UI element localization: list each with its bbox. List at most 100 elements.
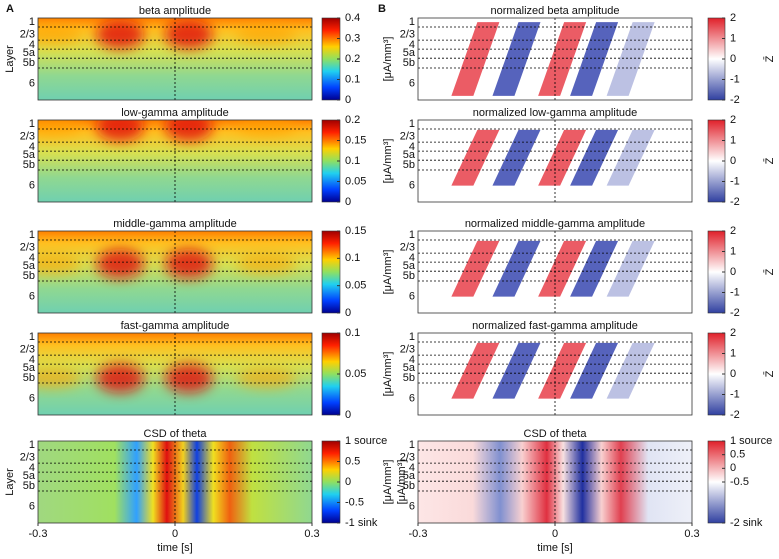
hot-spot (236, 24, 297, 45)
panel-title: normalized fast-gamma amplitude (472, 320, 638, 332)
colorbar-tick-label: 1 (730, 32, 736, 44)
layer-label: 5b (403, 480, 415, 492)
hot-spot (164, 19, 213, 50)
layer-label: 5a (403, 362, 416, 374)
layer-label: 5b (23, 480, 35, 492)
blob (606, 240, 655, 297)
heatmap (38, 333, 312, 415)
layer-label: 6 (29, 180, 35, 192)
layer-label: 1 (409, 229, 415, 241)
colorbar-tick-label: 0.5 (345, 455, 360, 467)
colorbar-tick-label: 0 (345, 409, 351, 421)
colorbar-tick-label: 0.3 (345, 32, 360, 44)
colorbar-label: Z̄ (763, 157, 776, 164)
hot-spot (236, 120, 297, 137)
layer-label: 5a (23, 260, 36, 272)
layer-label: 1 (409, 331, 415, 343)
x-axis-label: time [s] (537, 542, 572, 554)
layer-label: 6 (409, 393, 415, 405)
blob (451, 342, 500, 399)
plot-frame (417, 230, 693, 314)
hot-spot (164, 249, 213, 279)
x-tick-label: -0.3 (29, 528, 48, 540)
colorbar-tick-label: -0.5 (345, 496, 364, 508)
colorbar-tick-label: 0.1 (345, 155, 360, 167)
layer-label: 5b (23, 372, 35, 384)
layer-label: 5a (403, 47, 416, 59)
colorbar-tick-label: -2 (730, 307, 740, 319)
layer-label: 2/3 (400, 343, 415, 355)
colorbar-tick-label: 0.1 (345, 327, 360, 339)
plot-frame (417, 332, 693, 416)
colorbar-tick-label: 1 (730, 245, 736, 257)
y-axis-label: [μA/mm³] (382, 460, 394, 505)
layer-label: 5a (23, 470, 36, 482)
colorbar-tick-label: 0 (345, 94, 351, 106)
blob (538, 240, 587, 297)
colorbar-tick-label: 0.15 (345, 134, 366, 146)
panel-title: middle-gamma amplitude (113, 218, 237, 230)
hot-spot (96, 120, 145, 142)
blob (492, 342, 541, 399)
blob (492, 240, 541, 297)
colorbar-tick-label: 0.4 (345, 12, 360, 24)
layer-label: 2/3 (400, 451, 415, 463)
blob (570, 22, 619, 96)
layer-label: 4 (29, 141, 35, 153)
colorbar (321, 230, 341, 314)
layer-label: 1 (409, 439, 415, 451)
layer-label: 5a (403, 260, 416, 272)
hot-spot (164, 363, 213, 393)
layer-label: 1 (29, 439, 35, 451)
layer-label: 2/3 (400, 241, 415, 253)
panel-title: normalized low-gamma amplitude (473, 107, 637, 119)
colorbar-tick-label: -1 (730, 175, 740, 187)
layer-label: 4 (409, 354, 415, 366)
colorbar-tick-label: 0.2 (345, 53, 360, 65)
colorbar-tick-label: 0.1 (345, 252, 360, 264)
colorbar-tick-label: 2 (730, 114, 736, 126)
layer-label: 1 (409, 118, 415, 130)
layer-label: 4 (409, 252, 415, 264)
heatmap (38, 231, 312, 313)
colorbar-tick-label: 0.05 (345, 368, 366, 380)
plot-frame (37, 332, 313, 416)
colorbar-tick-label: -1 sink (345, 517, 378, 529)
layer-label: 6 (29, 78, 35, 90)
blob (606, 129, 655, 186)
x-tick-label: 0 (552, 528, 558, 540)
plot-frame (417, 119, 693, 203)
blob (606, 22, 655, 96)
layer-label: 6 (29, 393, 35, 405)
hot-spot (236, 368, 297, 388)
layer-label: 4 (29, 39, 35, 51)
colorbar-tick-label: 0.05 (345, 280, 366, 292)
panel-title: normalized beta amplitude (490, 5, 619, 17)
y-axis-label: [μA/mm³] (382, 37, 394, 82)
colorbar-tick-label: -2 (730, 196, 740, 208)
colorbar-tick-label: 0 (730, 462, 736, 474)
y-axis-label: [μA/mm³] (382, 352, 394, 397)
panel-label: A (6, 3, 14, 15)
layer-label: 5b (403, 57, 415, 69)
blob (451, 129, 500, 186)
colorbar-tick-label: 1 source (345, 435, 387, 447)
x-tick-label: 0.3 (304, 528, 319, 540)
layer-label: 5a (403, 470, 416, 482)
heatmap (38, 120, 312, 202)
layer-label: 6 (409, 291, 415, 303)
y-axis-label: Layer (4, 45, 16, 73)
hot-spot (96, 19, 145, 50)
colorbar-tick-label: 2 (730, 225, 736, 237)
blob (606, 342, 655, 399)
colorbar-tick-label: 0.1 (345, 73, 360, 85)
panel-title: low-gamma amplitude (121, 107, 229, 119)
layer-label: 6 (29, 501, 35, 513)
layer-label: 5a (23, 149, 36, 161)
colorbar-tick-label: 0 (345, 476, 351, 488)
colorbar-tick-label: 0 (730, 155, 736, 167)
colorbar-tick-label: -2 (730, 94, 740, 106)
y-axis-label: [μA/mm³] (382, 250, 394, 295)
colorbar-label: [μA/mm³] (396, 460, 408, 505)
